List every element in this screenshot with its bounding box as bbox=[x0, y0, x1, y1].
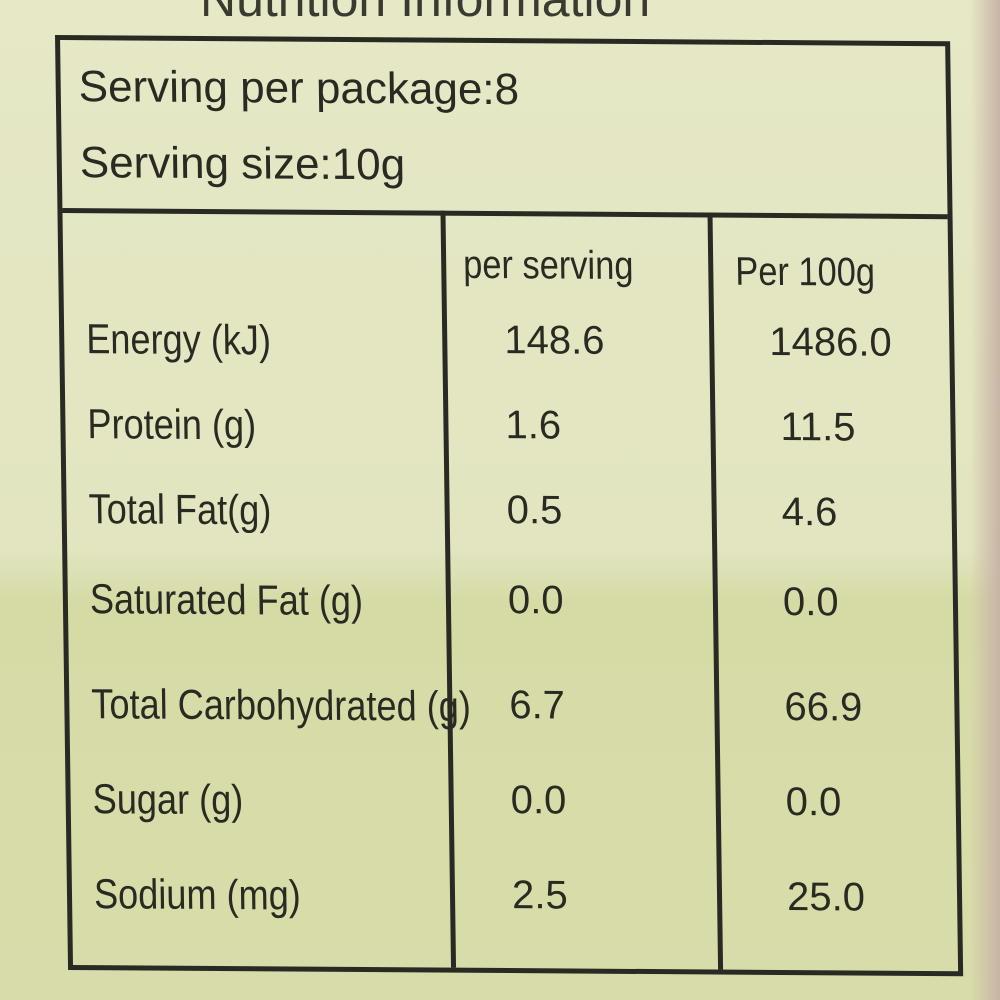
per-serving-value: 0.0 bbox=[510, 778, 567, 823]
serving-info: Serving per package:8 Serving size:10g bbox=[60, 40, 948, 220]
per-100g-value: 0.0 bbox=[782, 580, 839, 625]
row-label: Saturated Fat (g) bbox=[89, 575, 364, 625]
per-serving-value: 0.0 bbox=[507, 578, 564, 623]
column-header-per-100g: Per 100g bbox=[735, 249, 876, 295]
per-100g-value: 4.6 bbox=[781, 490, 838, 535]
per-100g-value: 11.5 bbox=[780, 405, 856, 450]
per-100g-value: 0.0 bbox=[785, 780, 842, 825]
background-edge bbox=[970, 0, 1000, 1000]
per-serving-value: 0.5 bbox=[506, 488, 563, 533]
per-serving-value: 6.7 bbox=[509, 683, 566, 728]
column-divider bbox=[440, 210, 457, 968]
serving-size: Serving size:10g bbox=[79, 138, 406, 190]
per-serving-value: 1.6 bbox=[505, 403, 562, 448]
row-label: Sugar (g) bbox=[92, 775, 244, 824]
row-label: Total Carbohydrated (g) bbox=[91, 680, 472, 730]
label-title: Nutrition Information bbox=[200, 0, 650, 28]
row-label: Total Fat(g) bbox=[88, 485, 272, 534]
per-serving-value: 148.6 bbox=[503, 318, 605, 363]
per-100g-value: 25.0 bbox=[786, 875, 866, 920]
per-100g-value: 66.9 bbox=[784, 685, 863, 730]
serving-per-package: Serving per package:8 bbox=[78, 62, 520, 115]
row-label: Protein (g) bbox=[87, 400, 257, 449]
per-100g-value: 1486.0 bbox=[768, 319, 892, 365]
column-divider bbox=[707, 212, 724, 970]
per-serving-value: 2.5 bbox=[511, 873, 568, 918]
nutrition-table: Serving per package:8 Serving size:10g p… bbox=[55, 35, 964, 977]
row-label: Sodium (mg) bbox=[93, 870, 302, 919]
row-label: Energy (kJ) bbox=[85, 315, 272, 364]
column-header-per-serving: per serving bbox=[462, 242, 634, 289]
